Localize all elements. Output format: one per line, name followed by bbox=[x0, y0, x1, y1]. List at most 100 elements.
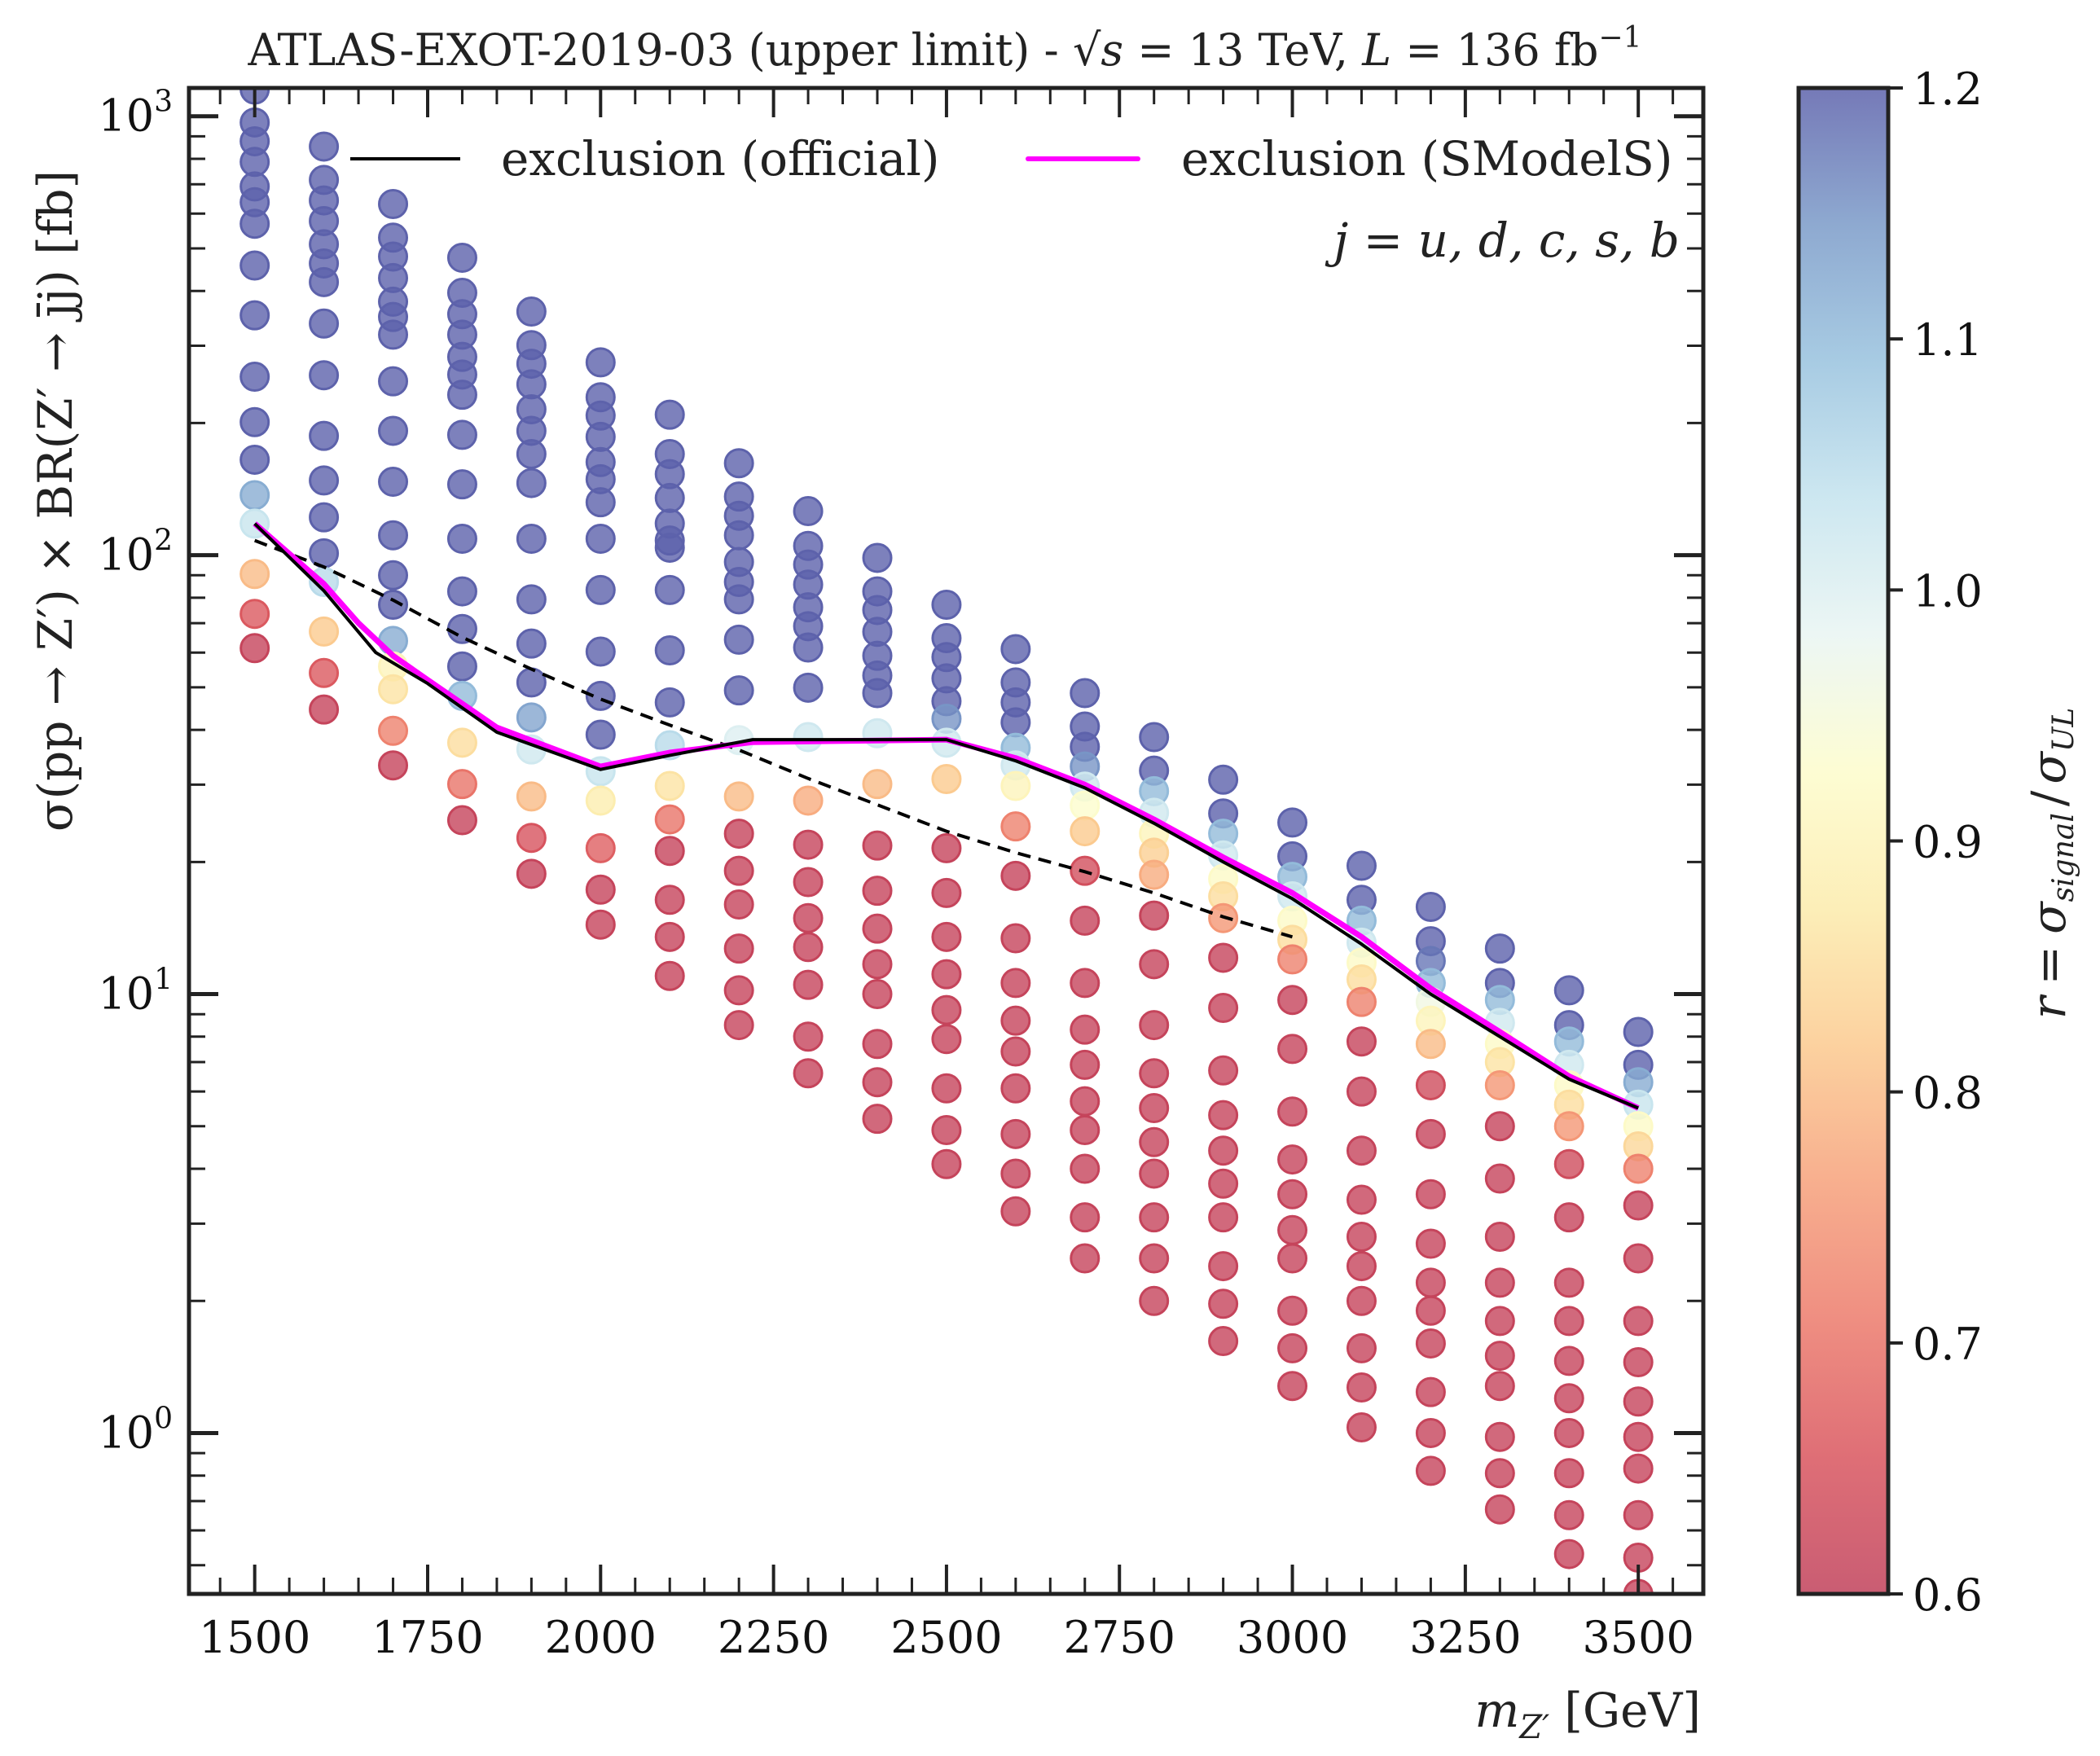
data-point bbox=[309, 420, 340, 451]
colorbar: 0.6 0.7 0.8 0.9 1.0 1.1 1.2 r=σsignal/σUL bbox=[1796, 64, 2080, 1621]
data-point bbox=[239, 209, 270, 239]
data-point bbox=[723, 933, 754, 964]
y-tick-label: 100 bbox=[98, 1402, 173, 1458]
data-point bbox=[1208, 1135, 1239, 1166]
data-point bbox=[1553, 1148, 1584, 1179]
data-point bbox=[1346, 1221, 1377, 1252]
data-point bbox=[309, 465, 340, 496]
legend: exclusion (official) exclusion (SModelS) bbox=[350, 131, 1672, 187]
data-point bbox=[1346, 1412, 1377, 1443]
data-point bbox=[1000, 860, 1031, 891]
data-point bbox=[1484, 1111, 1515, 1142]
data-point bbox=[1139, 1058, 1170, 1089]
data-point bbox=[516, 823, 547, 854]
data-point bbox=[1208, 1326, 1239, 1357]
official-exclusion-line bbox=[253, 522, 1639, 1110]
x-axis-label: mZ′ [GeV] bbox=[1474, 1683, 1701, 1746]
data-point bbox=[585, 874, 616, 905]
data-point bbox=[446, 242, 477, 273]
data-point bbox=[1070, 1202, 1101, 1233]
data-point bbox=[793, 1058, 824, 1089]
data-point bbox=[1623, 1016, 1654, 1047]
data-point bbox=[446, 576, 477, 607]
data-point bbox=[309, 308, 340, 339]
data-point bbox=[1484, 1221, 1515, 1252]
data-point bbox=[585, 785, 616, 816]
data-point bbox=[1346, 986, 1377, 1017]
data-point bbox=[1277, 1295, 1308, 1326]
data-point bbox=[723, 520, 754, 551]
data-point bbox=[1139, 900, 1170, 931]
data-point bbox=[1623, 1243, 1654, 1274]
data-point bbox=[1415, 1029, 1446, 1060]
data-point bbox=[1208, 1168, 1239, 1199]
data-point bbox=[1415, 1267, 1446, 1298]
data-point bbox=[1277, 1034, 1308, 1065]
data-point bbox=[378, 626, 409, 656]
data-point bbox=[1553, 1111, 1584, 1142]
data-point bbox=[1553, 1539, 1584, 1569]
data-point bbox=[446, 651, 477, 682]
data-point bbox=[446, 727, 477, 758]
x-tick-label: 2250 bbox=[718, 1612, 829, 1663]
data-point bbox=[378, 319, 409, 350]
data-point bbox=[1553, 1346, 1584, 1376]
plot-frame bbox=[187, 86, 1706, 1596]
data-point bbox=[1277, 1144, 1308, 1175]
plot-area: 1500 1750 2000 2250 2500 2750 3000 3250 3500 100 1… bbox=[98, 86, 1706, 1663]
data-point bbox=[1623, 1421, 1654, 1452]
data-point bbox=[378, 520, 409, 551]
data-point bbox=[793, 632, 824, 663]
data-point bbox=[793, 902, 824, 933]
data-point bbox=[1139, 1010, 1170, 1041]
data-point bbox=[1000, 1158, 1031, 1189]
colorbar-label: r=σsignal/σUL bbox=[2021, 708, 2080, 1020]
data-point bbox=[1553, 1202, 1584, 1233]
data-point bbox=[1623, 1347, 1654, 1378]
data-point bbox=[516, 523, 547, 554]
axis-ticks: 1500 1750 2000 2250 2500 2750 3000 3250 3500 100 1… bbox=[98, 86, 1703, 1663]
data-point bbox=[1623, 1306, 1654, 1337]
x-tick-label: 2500 bbox=[890, 1612, 1002, 1663]
data-point bbox=[1208, 942, 1239, 973]
data-point bbox=[516, 584, 547, 615]
data-point bbox=[1346, 1026, 1377, 1057]
data-point bbox=[1277, 807, 1308, 838]
data-point bbox=[1139, 722, 1170, 753]
data-point bbox=[378, 366, 409, 397]
data-point bbox=[1346, 1184, 1377, 1215]
data-point bbox=[378, 590, 409, 621]
data-point bbox=[1070, 1049, 1101, 1080]
data-point bbox=[723, 781, 754, 812]
colorbar-gradient bbox=[1799, 88, 1888, 1594]
data-point bbox=[1415, 1417, 1446, 1448]
data-point bbox=[239, 406, 270, 437]
data-point bbox=[1000, 811, 1031, 842]
data-point bbox=[1415, 1228, 1446, 1259]
data-point bbox=[1000, 1036, 1031, 1067]
data-point bbox=[1415, 1295, 1446, 1326]
data-point bbox=[585, 347, 616, 378]
data-point bbox=[446, 613, 477, 644]
data-point bbox=[239, 480, 270, 511]
data-point bbox=[723, 675, 754, 706]
data-point bbox=[862, 1104, 893, 1135]
data-point bbox=[1208, 1288, 1239, 1319]
chart-title: ATLAS-EXOT-2019-03 (upper limit) - √s = … bbox=[247, 21, 1641, 76]
data-point bbox=[1415, 1179, 1446, 1209]
data-point bbox=[1139, 859, 1170, 890]
data-point bbox=[654, 921, 685, 952]
data-point bbox=[239, 599, 270, 630]
colorbar-ticks: 0.6 0.7 0.8 0.9 1.0 1.1 1.2 bbox=[1888, 64, 1983, 1621]
data-point bbox=[585, 487, 616, 518]
data-point bbox=[1277, 1096, 1308, 1127]
data-point bbox=[931, 1073, 962, 1104]
data-point bbox=[1139, 1092, 1170, 1123]
data-point bbox=[378, 189, 409, 220]
data-point bbox=[585, 523, 616, 554]
data-point bbox=[1000, 634, 1031, 665]
data-point bbox=[378, 560, 409, 590]
data-point bbox=[1208, 764, 1239, 795]
data-point bbox=[1139, 1285, 1170, 1316]
colorbar-tick-label: 1.1 bbox=[1913, 314, 1983, 366]
